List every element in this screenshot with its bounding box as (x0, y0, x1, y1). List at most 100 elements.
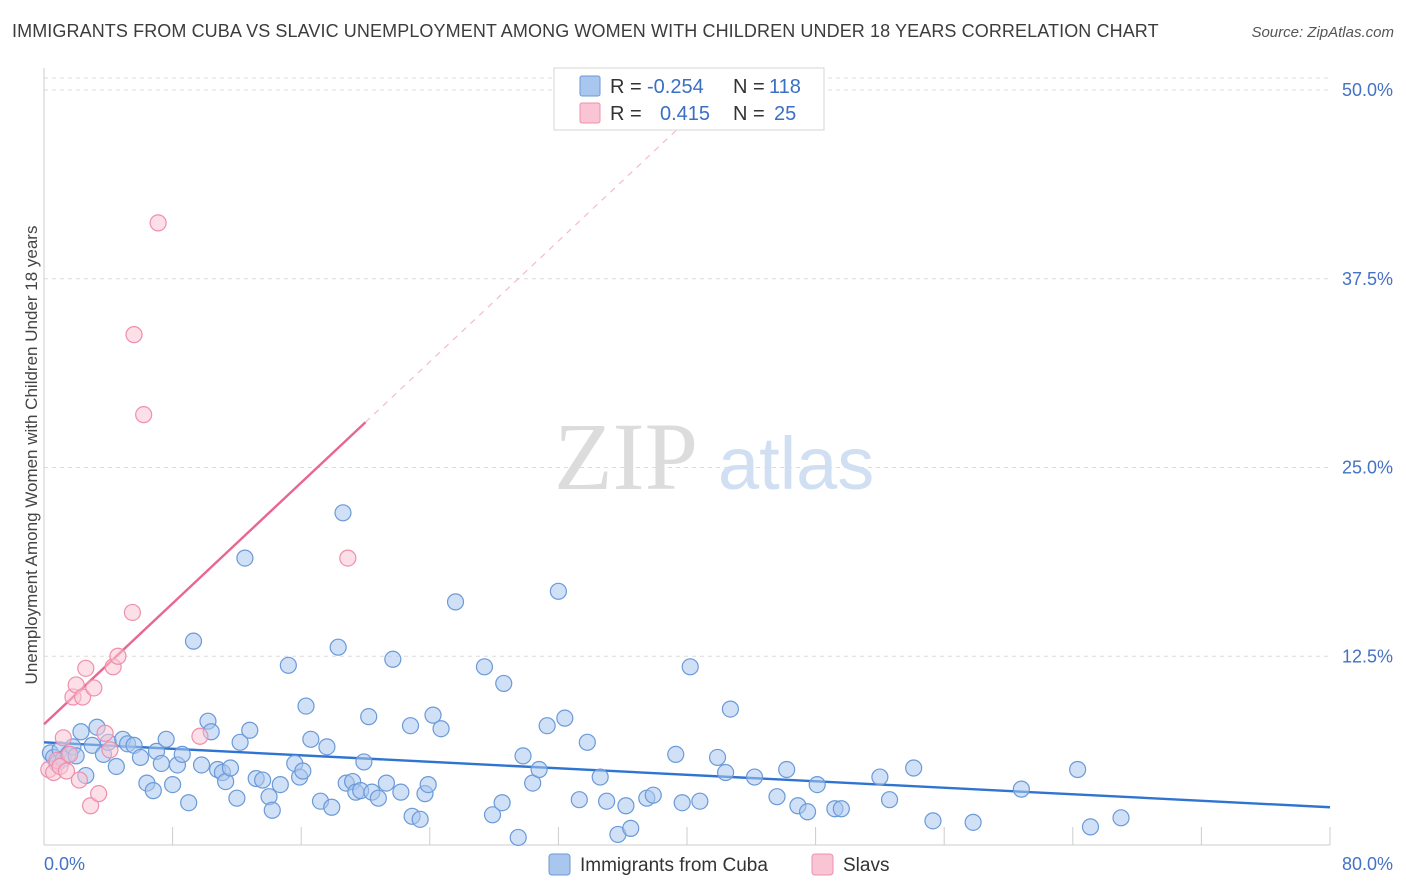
data-point-0-43 (263, 801, 281, 819)
data-point-0-52 (318, 738, 336, 756)
data-point-0-95 (667, 745, 685, 764)
data-point-0-86 (570, 791, 588, 809)
data-point-0-82 (530, 760, 548, 779)
data-point-1-15 (96, 724, 114, 742)
data-point-0-72 (424, 706, 442, 724)
data-point-0-88 (591, 768, 609, 786)
data-point-1-4 (54, 729, 72, 747)
data-point-1-14 (90, 785, 108, 803)
chart-title: IMMIGRANTS FROM CUBA VS SLAVIC UNEMPLOYM… (12, 21, 1159, 41)
data-point-0-115 (1012, 780, 1030, 798)
data-point-0-111 (880, 791, 899, 809)
data-point-0-44 (271, 775, 289, 794)
watermark-zip: ZIP (554, 403, 698, 510)
data-point-0-63 (369, 789, 387, 807)
data-point-0-85 (556, 709, 574, 727)
data-point-0-78 (495, 674, 513, 693)
data-point-0-67 (401, 717, 420, 735)
series-0-points (41, 504, 1130, 847)
series-legend-label-slavs: Slavs (843, 855, 889, 876)
stats-legend-r-label-cuba: R = (610, 76, 642, 98)
data-point-0-74 (446, 593, 465, 611)
data-point-0-99 (708, 748, 727, 767)
data-point-0-35 (221, 759, 240, 777)
stats-legend-r-value-cuba: -0.254 (647, 76, 704, 98)
data-point-0-83 (538, 717, 556, 735)
data-point-1-9 (70, 771, 88, 789)
trend-lines (43, 104, 1331, 809)
data-point-0-48 (294, 762, 312, 780)
data-point-0-100 (716, 763, 735, 782)
data-point-0-77 (493, 794, 511, 812)
y-tick-label-3: 50.0% (1342, 80, 1393, 100)
watermark-atlas: atlas (718, 422, 874, 505)
data-point-0-27 (180, 794, 198, 812)
x-tick-label-1: 80.0% (1342, 854, 1393, 874)
data-point-0-66 (392, 783, 410, 801)
data-point-0-71 (419, 775, 437, 794)
data-point-0-113 (924, 812, 942, 830)
x-axis (43, 68, 1331, 846)
data-point-1-5 (57, 762, 76, 780)
stats-legend-swatch-cuba (579, 75, 601, 97)
data-point-0-84 (549, 582, 568, 600)
data-point-0-29 (192, 756, 211, 774)
data-point-0-69 (411, 810, 429, 828)
data-point-0-112 (905, 759, 923, 777)
stats-legend-swatch-slavs (579, 102, 601, 124)
series-legend-label-cuba: Immigrants from Cuba (580, 855, 768, 876)
data-point-0-23 (157, 730, 175, 748)
data-point-0-38 (236, 549, 254, 567)
data-point-0-65 (384, 650, 402, 668)
data-point-0-106 (798, 803, 817, 821)
y-tick-label-1: 25.0% (1342, 458, 1393, 478)
data-point-0-22 (152, 754, 170, 773)
data-point-0-75 (475, 658, 494, 676)
data-point-1-22 (149, 214, 167, 232)
data-point-0-79 (509, 828, 527, 847)
data-point-0-102 (745, 768, 764, 786)
stats-legend-n-label-slavs: N = (733, 103, 765, 125)
stats-legend-r-value-slavs: 0.415 (660, 103, 710, 125)
x-tick-label-0: 0.0% (44, 854, 85, 874)
data-point-1-20 (125, 326, 143, 344)
data-point-0-92 (622, 819, 640, 837)
data-point-1-19 (123, 603, 142, 622)
data-point-0-94 (644, 786, 662, 804)
data-point-0-109 (832, 800, 850, 818)
data-point-0-14 (107, 757, 125, 776)
series-legend: Immigrants from Cuba Slavs (548, 853, 889, 876)
stats-legend: R = -0.254 N = 118 R = 0.415 N = 25 (553, 67, 825, 131)
y-axis-label: Unemployment Among Women with Children U… (22, 226, 41, 685)
data-point-0-73 (432, 720, 450, 738)
stats-legend-n-label-cuba: N = (733, 76, 765, 98)
data-point-0-101 (721, 700, 740, 718)
trend-line-0 (43, 741, 1331, 809)
data-point-0-50 (302, 730, 320, 748)
data-point-0-98 (691, 792, 709, 810)
data-point-0-20 (144, 782, 162, 800)
data-point-1-23 (191, 727, 209, 745)
data-point-0-116 (1069, 760, 1087, 779)
data-point-1-16 (101, 741, 119, 759)
data-point-0-10 (83, 736, 101, 754)
data-point-0-107 (808, 775, 826, 794)
series-legend-swatch-slavs (811, 853, 834, 876)
series-1-points (40, 214, 357, 815)
trend-line-extension-1 (365, 104, 704, 423)
y-tick-label-0: 12.5% (1342, 646, 1393, 666)
stats-legend-r-label-slavs: R = (610, 103, 642, 125)
data-point-0-28 (184, 632, 203, 650)
data-point-0-117 (1081, 818, 1100, 836)
data-point-0-96 (673, 794, 691, 812)
data-point-0-87 (578, 733, 596, 751)
data-point-0-103 (768, 788, 786, 806)
series-legend-swatch-cuba (548, 853, 571, 876)
data-point-0-54 (329, 638, 347, 656)
data-point-0-80 (514, 747, 532, 765)
y-tick-label-2: 37.5% (1342, 269, 1393, 289)
data-point-0-60 (355, 753, 373, 771)
data-point-1-18 (109, 647, 127, 665)
y-tick-labels: 12.5% 25.0% 37.5% 50.0% (1342, 80, 1393, 666)
